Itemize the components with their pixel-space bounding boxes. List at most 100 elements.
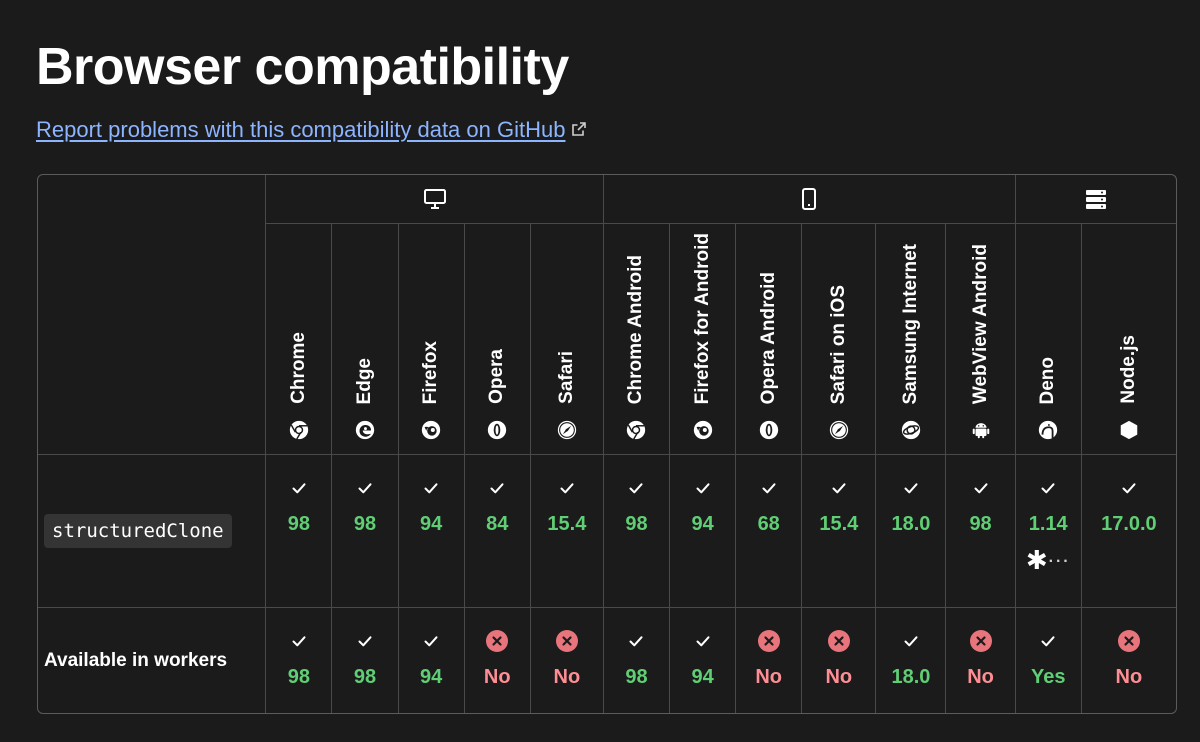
browser-header-row: Chrome Edge Firefox Opera Safari Chrome Andro… xyxy=(38,224,1176,455)
support-cell[interactable]: No xyxy=(946,608,1016,713)
support-version: 94 xyxy=(691,513,714,535)
desktop-icon xyxy=(423,189,447,209)
browser-header-node-js: Node.js xyxy=(1081,224,1176,455)
unsupported-x-icon xyxy=(1117,630,1140,652)
chrome-icon xyxy=(625,419,647,441)
browser-name: Edge xyxy=(354,357,376,404)
browser-header-samsung-internet: Samsung Internet xyxy=(876,224,947,455)
support-cell[interactable]: No xyxy=(1082,608,1176,713)
browser-name: Opera xyxy=(486,349,508,404)
footnote-marker[interactable]: ✱··· xyxy=(1016,547,1081,573)
support-cell[interactable]: 68 xyxy=(736,455,803,608)
support-cell[interactable]: 98 xyxy=(603,455,671,608)
browser-header-deno: Deno xyxy=(1015,224,1082,455)
nodejs-icon xyxy=(1118,419,1140,441)
support-cell[interactable]: No xyxy=(736,608,803,713)
mobile-group-header xyxy=(603,175,1016,224)
external-link-icon xyxy=(571,116,587,144)
support-cell[interactable]: 98 xyxy=(266,608,333,713)
feature-name[interactable]: Available in workers xyxy=(44,649,228,671)
feature-row-structuredclone: structuredClone 98 98 94 84 15.4 98 94 68 15.4 18… xyxy=(38,455,1176,608)
supported-check-icon xyxy=(292,483,306,494)
browser-header-opera-android: Opera Android xyxy=(736,224,803,455)
supported-check-icon xyxy=(424,636,438,647)
supported-check-icon xyxy=(904,636,918,647)
support-cell[interactable]: 15.4 xyxy=(530,455,604,608)
supported-check-icon xyxy=(358,483,372,494)
support-version: 94 xyxy=(691,666,714,688)
support-version: 84 xyxy=(486,513,509,535)
support-cell[interactable]: 94 xyxy=(398,455,465,608)
feature-name[interactable]: structuredClone xyxy=(44,514,232,548)
support-cell[interactable]: 98 xyxy=(332,455,399,608)
platform-group-row xyxy=(38,175,1176,455)
server-icon xyxy=(1084,190,1108,209)
supported-check-icon xyxy=(629,483,643,494)
browser-header-firefox: Firefox xyxy=(398,224,465,455)
asterisk-icon: ✱ xyxy=(1025,545,1049,575)
support-cell[interactable]: No xyxy=(802,608,877,713)
support-cell[interactable]: 98 xyxy=(946,455,1016,608)
supported-check-icon xyxy=(1122,483,1136,494)
chrome-icon xyxy=(288,419,310,441)
mobile-icon xyxy=(797,188,821,210)
browser-header-webview-android: WebView Android xyxy=(946,224,1016,455)
opera-icon xyxy=(486,419,508,441)
compat-table: Chrome Edge Firefox Opera Safari Chrome Andro… xyxy=(37,174,1177,714)
browser-name: WebView Android xyxy=(969,243,991,404)
firefox-icon xyxy=(420,419,442,441)
support-cell[interactable]: No xyxy=(531,608,604,713)
desktop-group-header xyxy=(266,175,604,224)
supported-check-icon xyxy=(696,483,710,494)
support-cell[interactable]: No xyxy=(465,608,531,713)
support-cell[interactable]: 17.0.0 xyxy=(1081,455,1176,608)
browser-name: Safari xyxy=(555,351,577,404)
support-version: 98 xyxy=(287,513,311,535)
support-cell[interactable]: 94 xyxy=(670,455,737,608)
feature-cell: structuredClone xyxy=(38,455,267,608)
support-cell[interactable]: 18.0 xyxy=(876,608,947,713)
browser-name: Safari on iOS xyxy=(827,284,849,404)
browser-header-safari-on-ios: Safari on iOS xyxy=(802,224,877,455)
supported-check-icon xyxy=(1041,483,1055,494)
support-cell[interactable]: 15.4 xyxy=(802,455,877,608)
unsupported-x-icon xyxy=(969,630,992,652)
support-version: 98 xyxy=(287,666,311,688)
support-cell[interactable]: 94 xyxy=(399,608,465,713)
browser-header-safari: Safari xyxy=(530,224,604,455)
report-problems-link[interactable]: Report problems with this compatibility … xyxy=(36,116,587,144)
more-dots-icon: ··· xyxy=(1048,553,1071,571)
report-problems-label: Report problems with this compatibility … xyxy=(36,117,566,142)
unsupported-x-icon xyxy=(486,630,509,652)
firefox-icon xyxy=(692,419,714,441)
browser-name: Chrome xyxy=(287,332,309,404)
support-version: Yes xyxy=(1030,666,1066,688)
corner-cell xyxy=(38,175,267,455)
support-cell[interactable]: 18.0 xyxy=(876,455,947,608)
support-version: 98 xyxy=(969,513,992,535)
feature-cell: Available in workers xyxy=(38,608,267,713)
opera-icon xyxy=(758,419,780,441)
support-version: No xyxy=(1115,666,1143,688)
supported-check-icon xyxy=(424,483,438,494)
supported-check-icon xyxy=(490,483,504,494)
support-cell[interactable]: 98 xyxy=(604,608,671,713)
support-cell[interactable]: 98 xyxy=(332,608,399,713)
browser-header-firefox-for-android: Firefox for Android xyxy=(670,224,737,455)
support-cell[interactable]: 94 xyxy=(670,608,737,713)
support-version: 17.0.0 xyxy=(1101,513,1157,535)
support-version: No xyxy=(755,666,783,688)
support-cell[interactable]: 1.14 ✱··· xyxy=(1015,455,1082,608)
support-cell[interactable]: Yes xyxy=(1016,608,1082,713)
browser-name: Deno xyxy=(1037,356,1059,405)
support-cell[interactable]: 98 xyxy=(266,455,333,608)
support-version: 94 xyxy=(420,666,443,688)
support-version: 15.4 xyxy=(819,513,859,535)
supported-check-icon xyxy=(560,483,574,494)
support-version: 18.0 xyxy=(891,513,931,535)
supported-check-icon xyxy=(904,483,918,494)
support-version: 94 xyxy=(420,513,443,535)
browser-name: Opera Android xyxy=(757,271,779,404)
support-version: 68 xyxy=(757,513,780,535)
support-cell[interactable]: 84 xyxy=(464,455,531,608)
